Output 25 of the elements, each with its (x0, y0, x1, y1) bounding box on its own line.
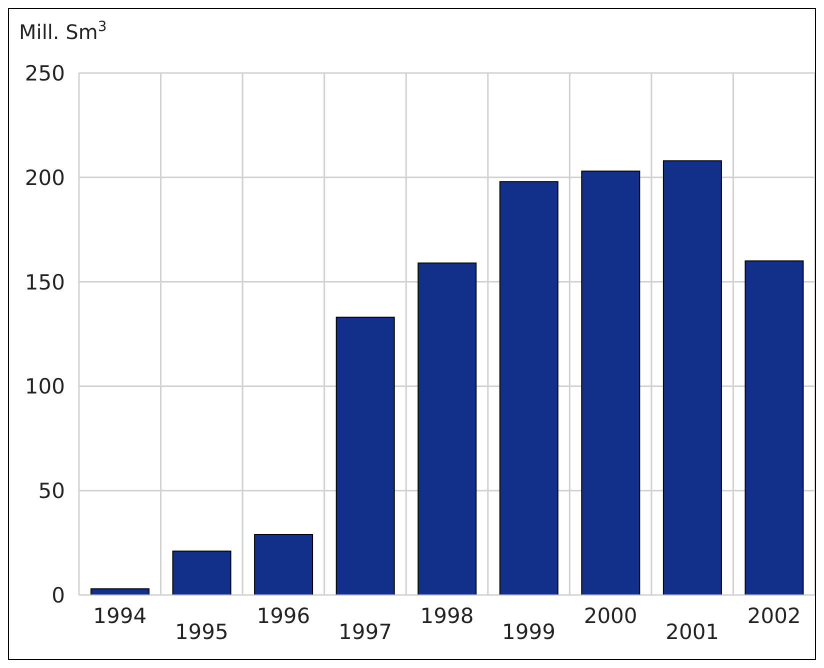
x-tick-label: 2002 (747, 604, 801, 628)
bar (90, 588, 150, 595)
bar (581, 170, 640, 595)
x-tick-label: 1997 (338, 620, 392, 644)
bar (418, 262, 477, 595)
bar (662, 160, 722, 595)
bar (499, 181, 558, 595)
y-tick-label: 100 (24, 374, 65, 399)
y-tick-label: 50 (38, 479, 65, 504)
bar (172, 550, 232, 595)
x-tick-label: 1998 (420, 604, 474, 628)
bar (744, 260, 804, 595)
y-tick-label: 200 (24, 166, 65, 190)
bar (336, 316, 395, 595)
y-axis-title: Mill. Sm$^{3}$ (19, 19, 107, 44)
x-tick-label: 2001 (666, 620, 720, 644)
y-tick-label: 0 (52, 583, 65, 608)
x-tick-label: 1995 (174, 620, 228, 644)
x-tick-label: 1999 (502, 620, 556, 644)
x-tick-label: 2000 (584, 604, 638, 628)
y-tick-label: 150 (24, 270, 65, 294)
x-tick-label: 1996 (256, 604, 310, 628)
y-tick-label: 250 (24, 61, 65, 86)
bar (254, 534, 314, 595)
x-tick-label: 1994 (93, 604, 147, 628)
